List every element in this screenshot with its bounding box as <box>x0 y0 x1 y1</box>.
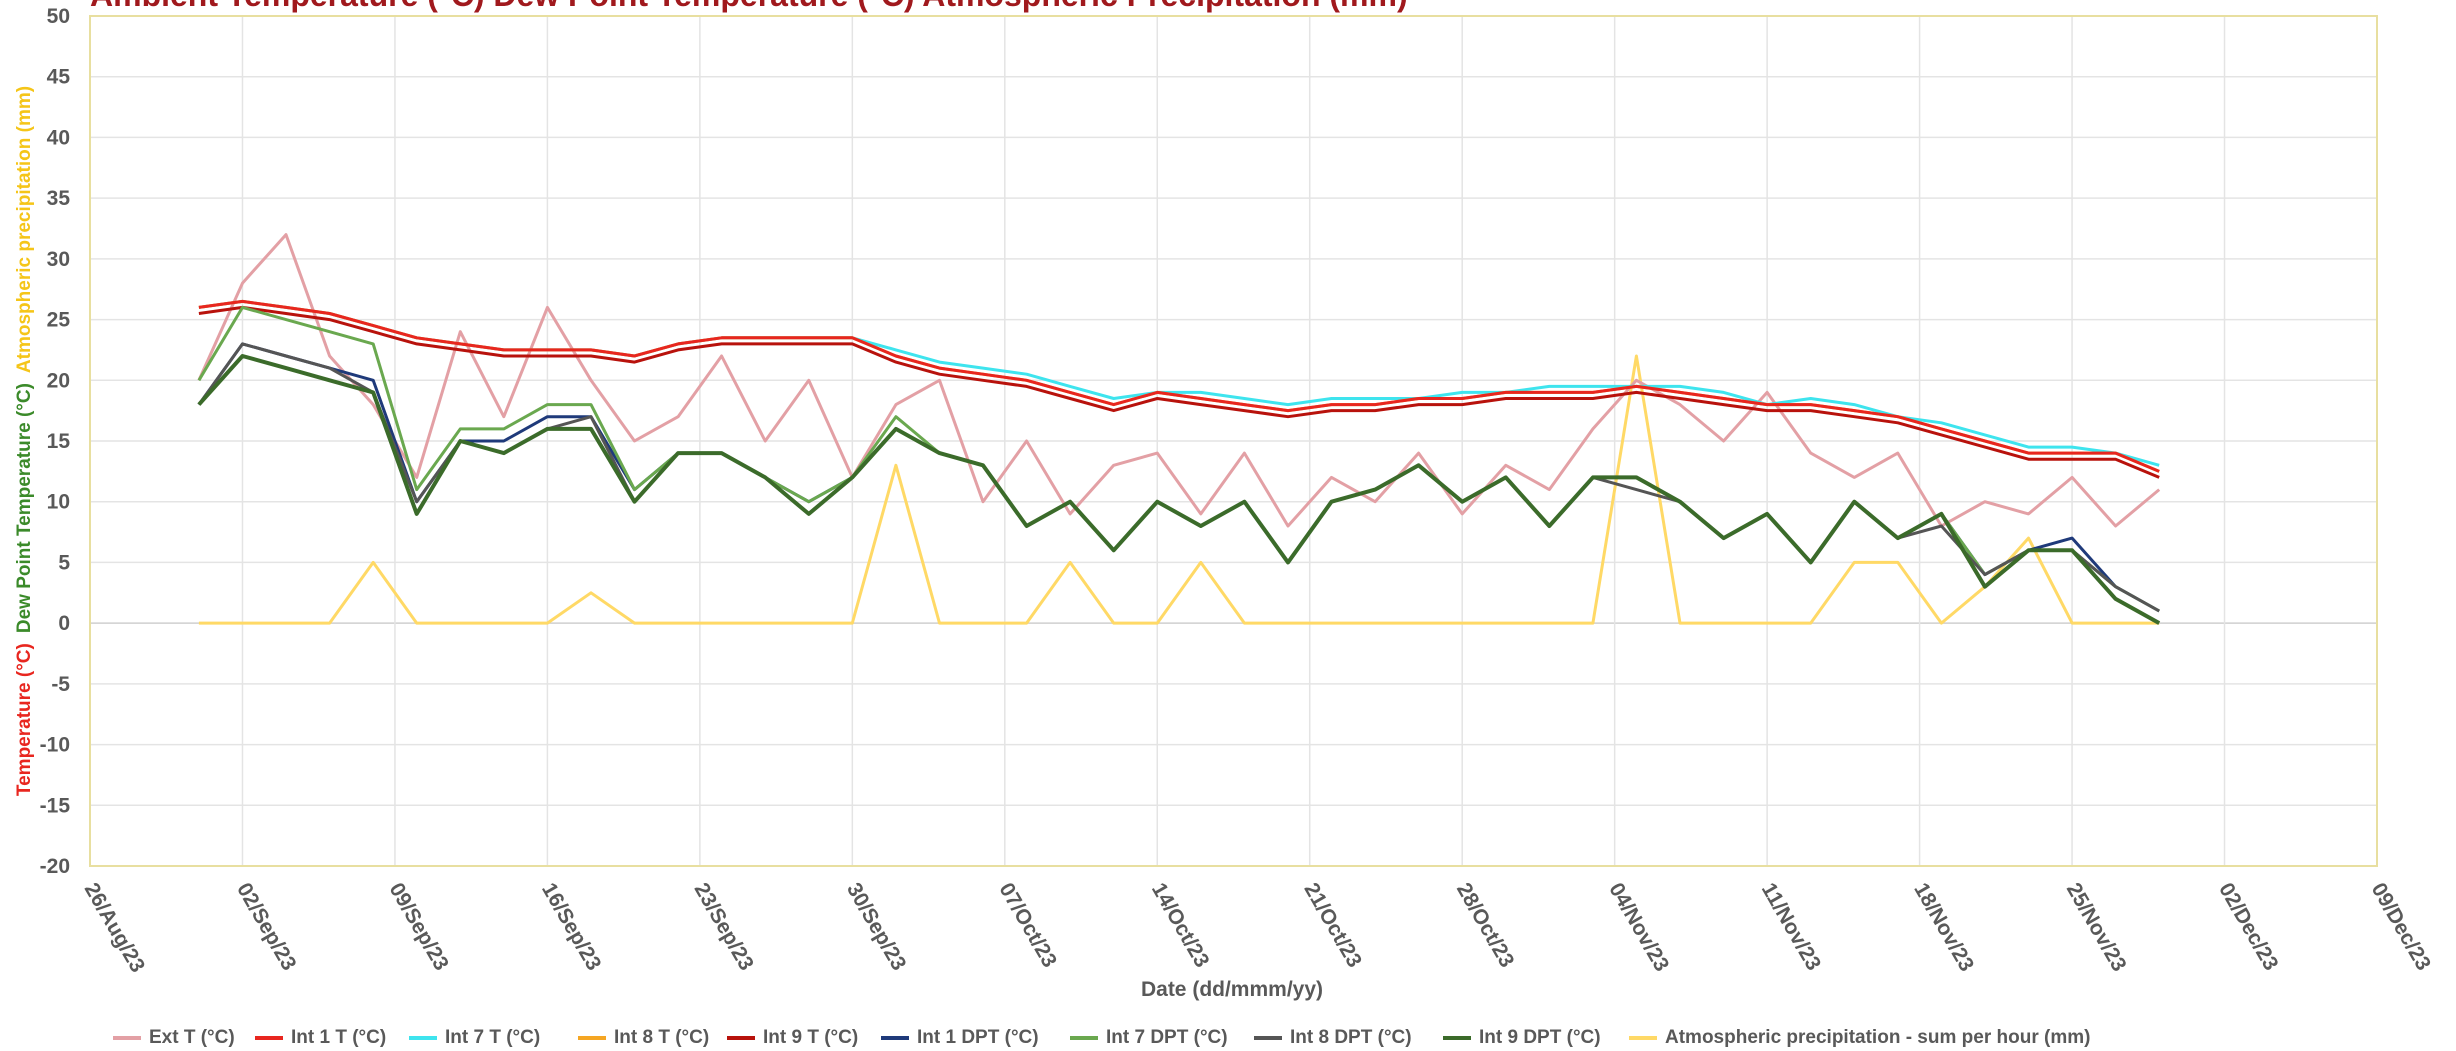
y-tick-label: -15 <box>40 794 71 817</box>
legend-label: Int 7 T (°C) <box>445 1027 540 1048</box>
legend-label: Int 1 T (°C) <box>291 1027 386 1048</box>
legend-label: Int 1 DPT (°C) <box>917 1027 1039 1048</box>
series-line <box>198 354 2160 625</box>
y-tick-label: -10 <box>40 734 70 757</box>
series-line <box>197 354 2161 625</box>
legend-label: Ext T (°C) <box>149 1027 235 1048</box>
y-tick-label: 0 <box>58 612 70 635</box>
y-tick-label: 30 <box>47 248 70 271</box>
y-tick-label: 5 <box>58 551 70 574</box>
series-line <box>197 233 2161 528</box>
y-tick-label: 15 <box>47 430 71 453</box>
legend-label: Int 8 DPT (°C) <box>1290 1027 1412 1048</box>
legend-label: Int 9 DPT (°C) <box>1479 1027 1601 1048</box>
series-line <box>198 299 2160 473</box>
y-tick-label: -20 <box>40 855 70 878</box>
y-tick-label: 10 <box>47 491 70 514</box>
y-tick-label: 40 <box>47 126 70 149</box>
y-tick-label: 25 <box>47 309 71 332</box>
y-tick-label: 20 <box>47 369 70 392</box>
chart-title: Ambient Temperature (°C) Dew Point Tempe… <box>90 0 1408 13</box>
plot-border <box>89 15 2378 867</box>
y-axis-label: Temperature (°C) Dew Point Temperature (°… <box>14 86 35 796</box>
y-tick-label: 45 <box>47 66 71 89</box>
y-tick-label: -5 <box>51 673 70 696</box>
y-axis-label-part: Temperature (°C) <box>14 643 35 796</box>
y-tick-label: 35 <box>47 187 71 210</box>
x-axis-label: Date (dd/mmm/yy) <box>1141 978 1323 1001</box>
legend-label: Int 8 T (°C) <box>614 1027 709 1048</box>
series-line <box>198 305 2160 479</box>
legend-label: Int 7 DPT (°C) <box>1106 1027 1228 1048</box>
legend-label: Int 9 T (°C) <box>763 1027 858 1048</box>
y-tick-label: 50 <box>47 5 70 28</box>
legend-label: Atmospheric precipitation - sum per hour… <box>1665 1027 2090 1048</box>
y-axis-label-part: Dew Point Temperature (°C) <box>14 383 35 633</box>
y-axis-label-part: Atmospheric precipitation (mm) <box>14 86 35 373</box>
